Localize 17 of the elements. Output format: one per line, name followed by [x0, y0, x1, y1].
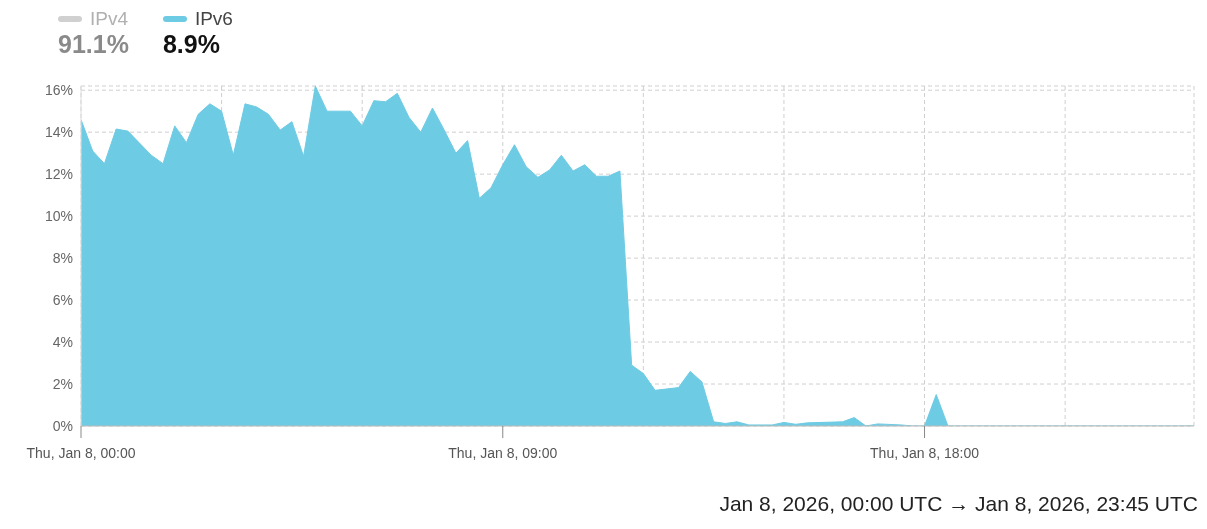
text: Jan 8, 2026, 00:00 UTC → Jan 8, 2026, 23:45 UTC — [719, 492, 1198, 516]
y-tick-label: 8% — [52, 250, 73, 267]
legend-label: IPv4 — [90, 8, 129, 30]
y-tick-label: 12% — [44, 166, 73, 183]
y-tick-label: 2% — [52, 375, 73, 392]
y-tick-label: 14% — [44, 124, 73, 141]
y-tick-label: 10% — [44, 208, 73, 225]
y-tick-label: 0% — [52, 417, 73, 434]
y-tick-label: 16% — [44, 82, 73, 99]
y-tick-label: 6% — [52, 292, 73, 309]
text: 91.1% — [58, 30, 129, 59]
legend-label: IPv6 — [194, 8, 233, 30]
x-tick-label: Thu, Jan 8, 09:00 — [448, 445, 558, 461]
y-tick-label: 4% — [52, 334, 73, 351]
x-tick-label: Thu, Jan 8, 18:00 — [870, 445, 980, 461]
x-tick-label: Thu, Jan 8, 00:00 — [26, 445, 136, 461]
text: 8.9% — [162, 30, 221, 59]
